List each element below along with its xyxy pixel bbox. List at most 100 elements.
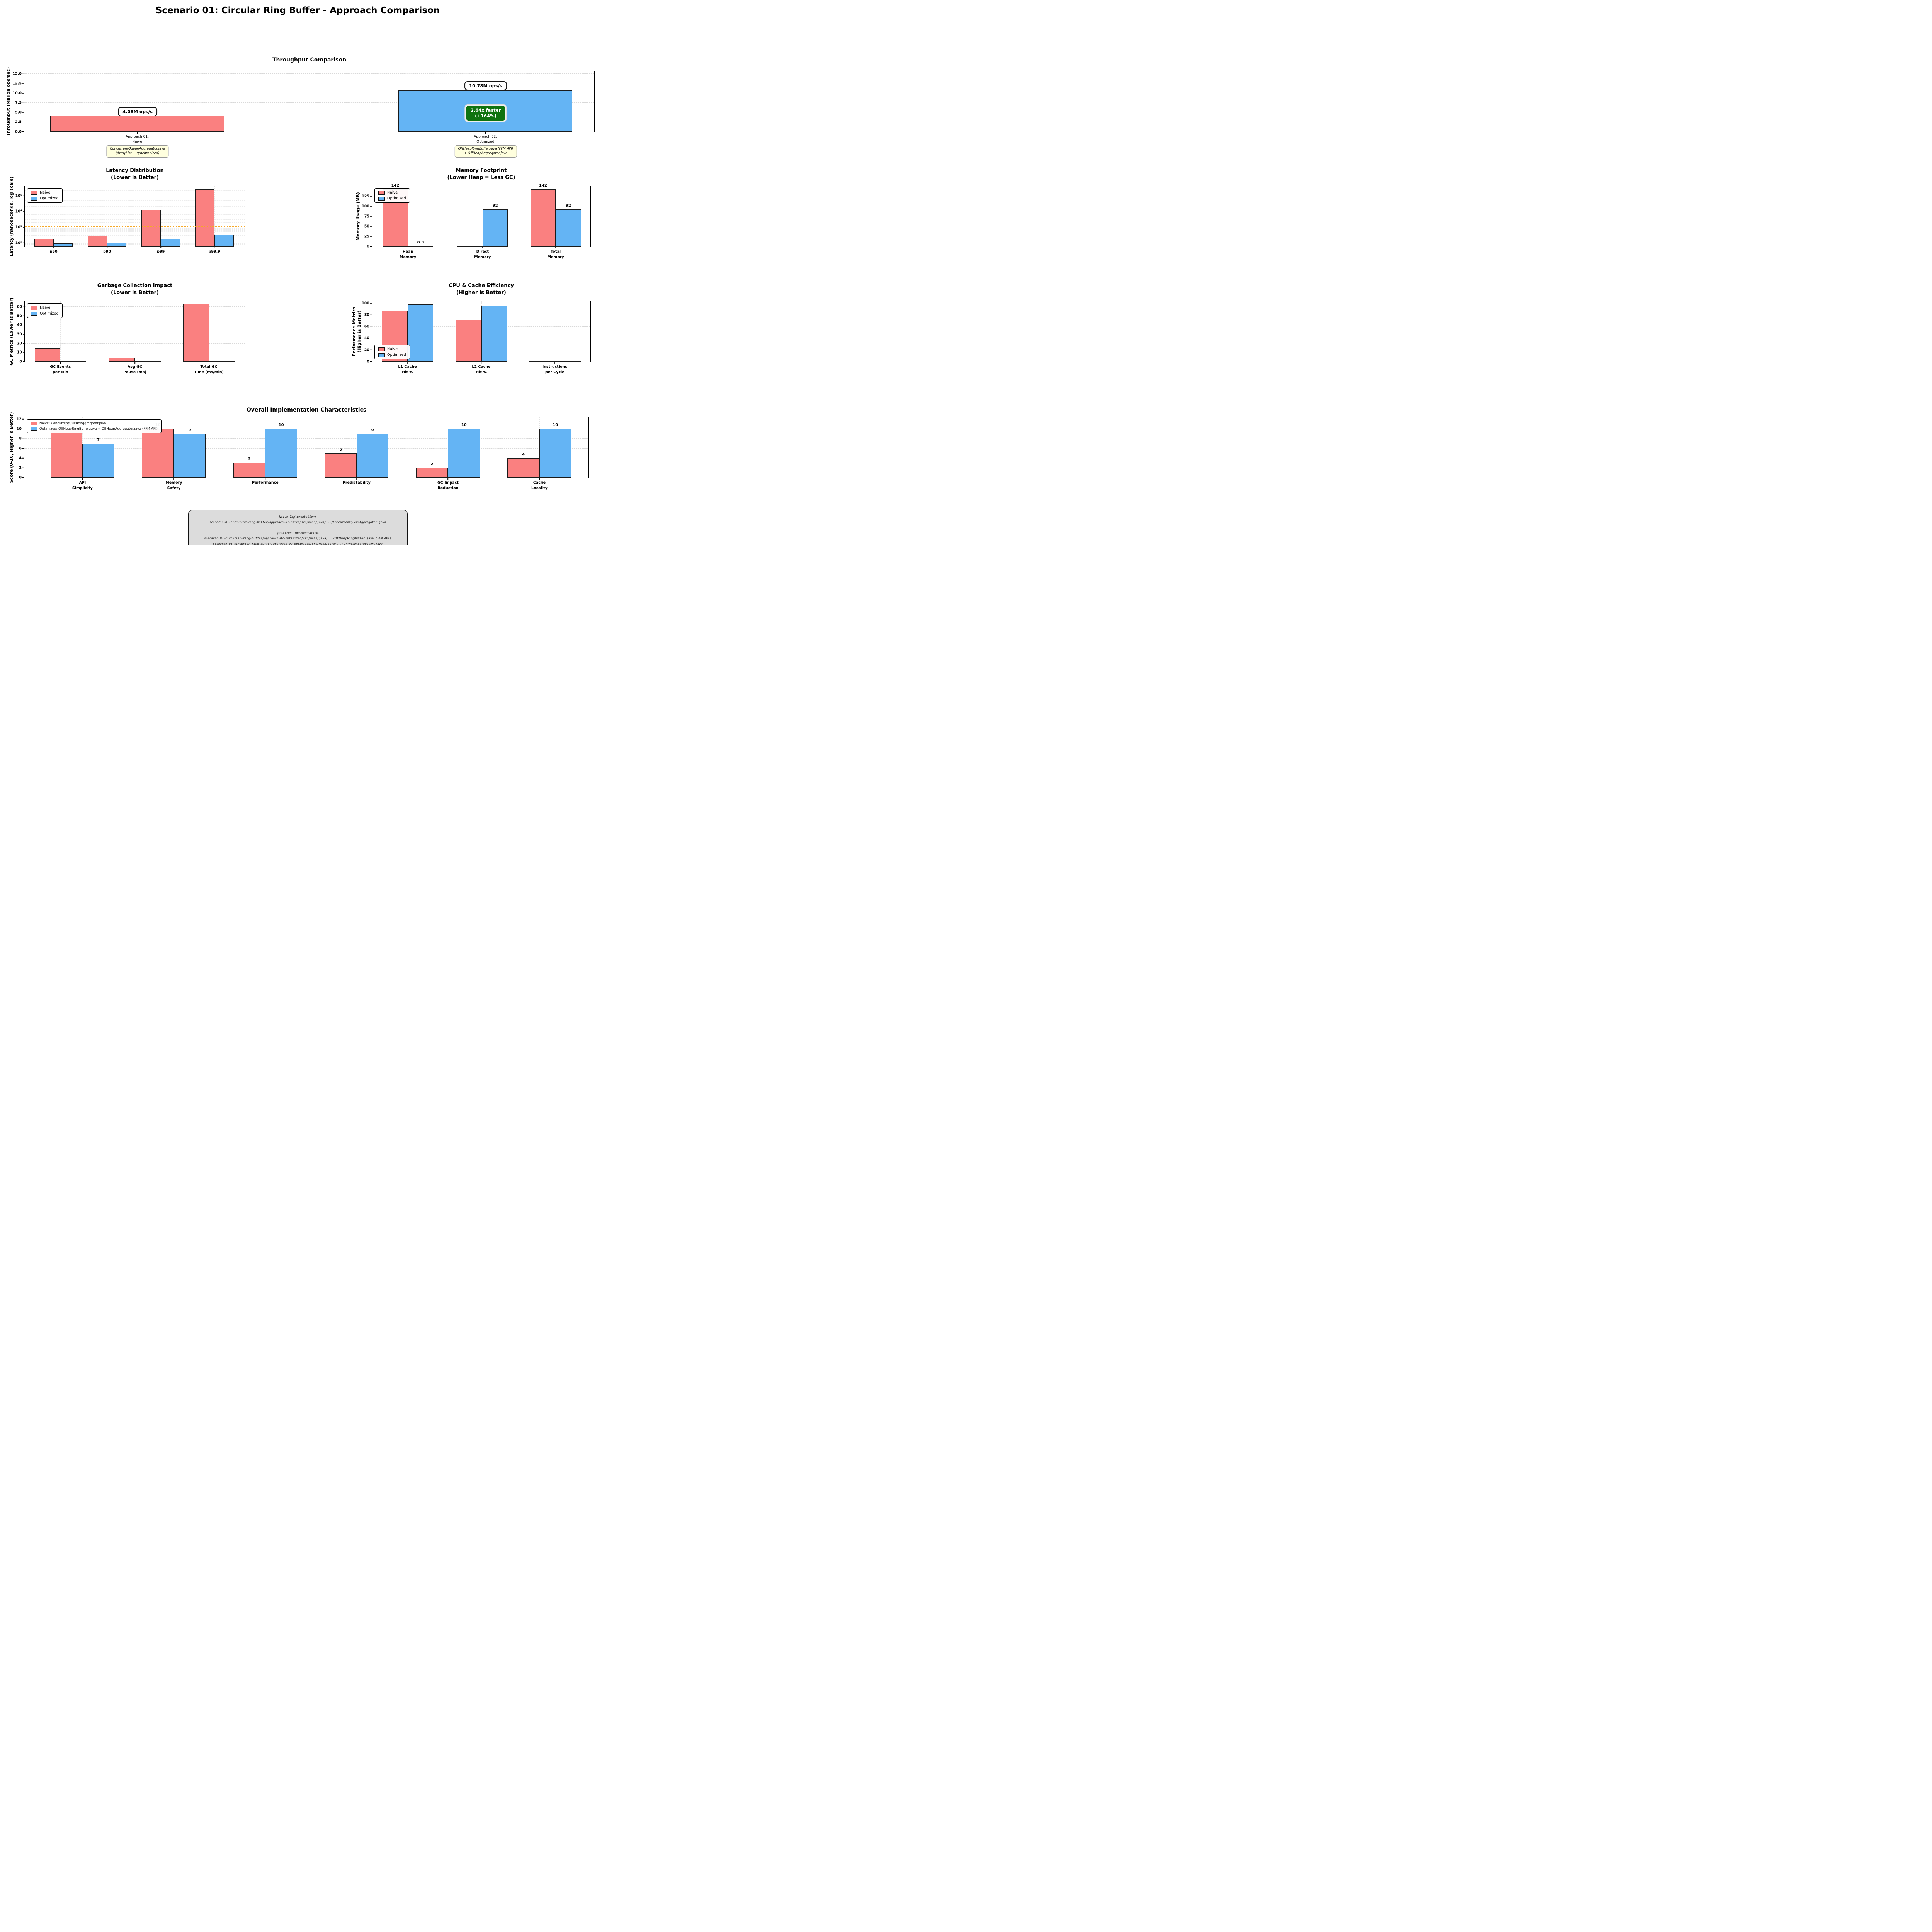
y-minor-tick-mark (24, 244, 25, 245)
legend-item-label: Optimized: OffHeapRingBuffer.java + OffH… (39, 427, 158, 431)
optimized-bar (481, 306, 507, 362)
x-tick-mark (137, 132, 138, 134)
x-tick-label: Avg GC Pause (ms) (123, 365, 146, 374)
x-tick-label: Heap Memory (400, 250, 417, 259)
x-tick-label: p90 (103, 250, 111, 254)
optimized-bar (265, 429, 297, 478)
x-tick-mark (407, 362, 408, 364)
minor-gridline (25, 243, 245, 244)
gridline (24, 102, 594, 103)
y-tick-label: 40 (364, 336, 369, 340)
y-minor-tick-mark (24, 219, 25, 220)
y-tick-mark (23, 352, 25, 353)
x-tick-mark (53, 247, 54, 248)
y-tick-label: 0 (19, 475, 22, 480)
y-tick-label: 12 (16, 417, 22, 422)
x-tick-label: Performance (252, 481, 279, 485)
bar-value-label: 4 (522, 452, 525, 457)
y-tick-label: 10⁴ (15, 209, 22, 214)
y-tick-label: 50 (364, 224, 369, 229)
cpu-cache-chart-title: CPU & Cache Efficiency (Higher is Better… (449, 283, 514, 296)
x-tick-label: p99 (157, 250, 165, 254)
gc-plot-area: 0 10 20 30 40 50 60 GC Events per Min Avg GC Pau… (17, 301, 245, 374)
x-tick-label: Cache Locality (531, 481, 548, 490)
legend-item-label: Optimized (387, 353, 406, 357)
optimized-bar (214, 235, 234, 247)
legend-item-label: Naive (387, 190, 398, 195)
y-minor-tick-mark (24, 196, 25, 197)
throughput-chart: Throughput Comparison Throughput (Millio… (6, 57, 595, 158)
y-tick-mark (370, 361, 372, 362)
legend-item-label: Optimized (387, 196, 406, 201)
legend-item-label: Naive (40, 306, 51, 310)
naive-bar (183, 304, 209, 362)
legend: Naive Optimized (374, 188, 410, 203)
optimized-bar (556, 209, 581, 247)
bar-value-label: 142 (391, 184, 400, 188)
y-tick-label: 100 (362, 301, 369, 306)
x-tick-label: Total GC Time (ms/min) (194, 365, 224, 374)
overall-characteristics-chart: Overall Implementation Characteristics S… (9, 407, 589, 490)
y-tick-label: 75 (364, 214, 369, 219)
optimized-swatch (378, 353, 385, 357)
y-tick-mark (22, 93, 24, 94)
naive-bar (507, 458, 539, 478)
cpu-cache-chart: CPU & Cache Efficiency (Higher is Better… (352, 283, 591, 374)
y-tick-label: 0 (367, 359, 369, 364)
y-tick-label: 8 (19, 436, 22, 441)
memory-plot-area: 0 25 50 75 100 125 Heap Memory Direct Memory Tot… (362, 184, 591, 259)
optimized-bar (448, 429, 480, 478)
bar-value-label: 7 (97, 437, 100, 442)
y-tick-mark (22, 477, 24, 478)
y-tick-label: 15.0 (12, 71, 22, 76)
y-tick-mark (370, 338, 372, 339)
legend-item: Naive (31, 190, 59, 195)
x-tick-label: Instructions per Cycle (542, 365, 568, 374)
optimized-bar (53, 243, 73, 247)
cpu-cache-plot-area: 0 20 40 60 80 100 L1 Cache Hit % L2 Cache Hit %… (362, 301, 591, 374)
x-tick-mark (214, 247, 215, 248)
bar-value-label: 92 (565, 204, 571, 208)
y-tick-mark (23, 361, 25, 362)
naive-bar (50, 116, 224, 132)
minor-gridline (25, 228, 245, 229)
y-minor-tick-mark (24, 212, 25, 213)
bar-value-label: 10 (278, 423, 284, 428)
minor-gridline (25, 219, 245, 220)
y-tick-label: 0 (367, 244, 369, 249)
naive-bar (34, 348, 61, 362)
minor-gridline (25, 244, 245, 245)
optimized-swatch (378, 196, 385, 201)
x-tick-label: Memory Safety (165, 481, 182, 490)
y-minor-tick-mark (24, 188, 25, 189)
naive-bar (141, 210, 161, 247)
y-tick-mark (23, 325, 25, 326)
naive-bar (455, 319, 481, 362)
legend-item-label: Naive (387, 347, 398, 351)
y-minor-tick-mark (24, 245, 25, 246)
optimized-bar (60, 361, 87, 362)
y-tick-mark (22, 131, 24, 132)
main-title: Scenario 01: Circular Ring Buffer - Appr… (155, 5, 440, 15)
x-tick-mark (173, 478, 174, 480)
naive-bar (50, 429, 83, 478)
overall-plot-area: 0 2 4 6 8 10 12 API Simplicity Memory Safety Perf… (17, 417, 589, 490)
memory-chart: Memory Footprint (Lower Heap = Less GC) … (355, 168, 591, 259)
y-tick-label: 10⁵ (15, 194, 22, 198)
naive-throughput-value-box: 4.08M ops/s (118, 107, 157, 116)
naive-swatch (31, 422, 37, 425)
naive-bar (109, 358, 135, 362)
minor-gridline (25, 206, 245, 207)
x-tick-label: p50 (49, 250, 58, 254)
legend: Naive Optimized (374, 345, 410, 359)
y-tick-label: 125 (362, 194, 369, 199)
y-tick-mark (23, 227, 25, 228)
naive-swatch (378, 190, 385, 195)
gridline (24, 73, 594, 74)
y-tick-mark (22, 419, 24, 420)
bar-value-label: 3 (248, 457, 251, 462)
latency-chart-title: Latency Distribution (Lower is Better) (106, 168, 164, 180)
x-tick-label: Approach 01: Naive (125, 135, 149, 144)
naive-bar (530, 189, 556, 247)
x-tick-label: L2 Cache Hit % (472, 365, 491, 374)
